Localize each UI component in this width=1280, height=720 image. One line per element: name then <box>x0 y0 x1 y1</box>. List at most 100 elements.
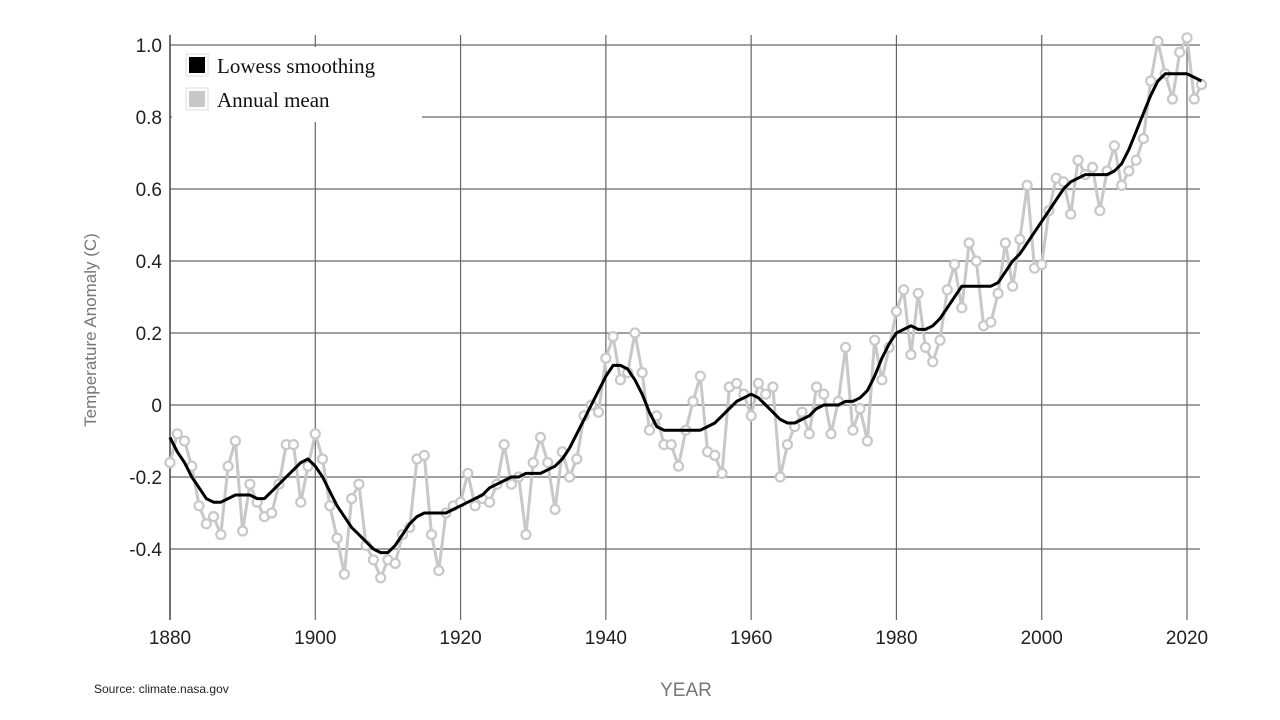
annual-mean-point <box>760 388 772 400</box>
annual-mean-point <box>992 287 1004 299</box>
annual-mean-point <box>839 341 852 353</box>
annual-mean-point <box>433 564 445 577</box>
tick-labels: 1.0 0.8 0.6 0.4 0.2 0 -0.2 -0.4 1880 1900 1920 1940… <box>129 36 1208 649</box>
annual-mean-point <box>563 471 576 483</box>
annual-mean-point <box>774 471 786 483</box>
annual-mean-point <box>1057 176 1070 188</box>
annual-mean-point <box>346 493 358 505</box>
annual-mean-point <box>672 460 685 472</box>
annual-mean-point <box>222 460 234 472</box>
legend-swatch-annual <box>189 91 205 107</box>
annual-mean-point <box>375 572 387 584</box>
annual-mean-point <box>869 334 881 346</box>
annual-mean-point <box>781 439 794 451</box>
annual-mean-point <box>1094 205 1106 217</box>
x-tick-label: 2000 <box>1021 628 1063 649</box>
x-tick-label: 1940 <box>585 628 627 649</box>
annual-mean-point <box>498 439 510 451</box>
annual-mean-point <box>1137 133 1150 145</box>
annual-mean-point <box>534 431 547 443</box>
y-axis-label: Temperature Anomaly (C) <box>81 233 100 427</box>
annual-mean-point <box>665 439 677 451</box>
annual-mean-point <box>367 554 379 566</box>
y-tick-label: -0.4 <box>129 540 162 561</box>
annual-mean-point <box>847 424 859 436</box>
annual-mean-point <box>1086 161 1099 173</box>
annual-mean-point <box>287 439 300 451</box>
annual-mean-point <box>919 341 932 353</box>
annual-mean-point <box>164 457 176 469</box>
annual-mean-point <box>731 377 743 389</box>
annual-mean-point <box>1166 93 1179 105</box>
annual-mean-point <box>948 259 961 271</box>
annual-mean-point <box>309 428 321 440</box>
annual-mean-point <box>854 403 866 415</box>
annual-mean-point <box>1072 154 1084 166</box>
annual-mean-point <box>1174 46 1186 58</box>
x-tick-label: 1880 <box>149 628 191 649</box>
y-tick-label: 0.4 <box>136 252 163 273</box>
annual-mean-point <box>527 457 539 469</box>
annual-mean-point <box>709 449 721 461</box>
annual-mean-point <box>1021 179 1033 191</box>
annual-mean-point <box>520 528 532 541</box>
annual-mean-point <box>1188 93 1200 105</box>
annual-mean-point <box>643 424 656 436</box>
annual-mean-point <box>331 532 343 544</box>
grid <box>169 35 1200 620</box>
x-tick-label: 1900 <box>294 628 336 649</box>
annual-mean-point <box>905 349 917 361</box>
annual-mean-point <box>200 518 212 530</box>
annual-mean-point <box>985 316 997 328</box>
annual-mean-point <box>1036 259 1048 271</box>
annual-mean-point <box>1152 35 1164 48</box>
annual-mean-point <box>1195 78 1208 91</box>
annual-mean-point <box>600 352 612 364</box>
annual-mean-point <box>796 406 808 418</box>
annual-mean-point <box>244 478 256 490</box>
annual-mean-point <box>542 457 554 469</box>
annual-mean-point <box>1181 32 1193 44</box>
x-axis-label: YEAR <box>660 680 712 701</box>
annual-mean-point <box>861 435 873 447</box>
legend: Lowess smoothing Annual mean <box>172 47 422 122</box>
annual-mean-point <box>825 428 837 440</box>
annual-mean-point <box>629 327 641 339</box>
x-tick-label: 1960 <box>730 628 772 649</box>
annual-mean-point <box>1123 165 1135 177</box>
annual-mean-point <box>592 406 605 418</box>
annual-mean-point <box>316 453 329 465</box>
annual-mean-point <box>934 334 946 346</box>
annual-mean-point <box>745 410 757 422</box>
annual-mean-point <box>810 381 823 393</box>
series-lowess <box>168 72 1203 555</box>
annual-mean-point <box>229 435 241 447</box>
legend-swatch-lowess <box>189 57 205 73</box>
annual-mean-point <box>389 557 401 570</box>
annual-mean-point <box>927 356 939 368</box>
annual-mean-point <box>178 435 191 447</box>
annual-mean-point <box>484 496 496 508</box>
y-tick-label: 0 <box>151 396 162 417</box>
annual-mean-point <box>999 237 1011 249</box>
annual-mean-point <box>607 331 619 343</box>
annual-mean-point <box>898 284 910 296</box>
y-tick-label: 1.0 <box>136 36 162 57</box>
lowess-line <box>168 72 1203 555</box>
annual-mean-point <box>1130 154 1142 166</box>
annual-mean-point <box>694 370 706 382</box>
annual-mean-point <box>803 428 815 440</box>
annual-mean-point <box>912 287 924 299</box>
annual-mean-point <box>302 460 314 472</box>
annual-mean-point <box>418 449 430 461</box>
annual-mean-point <box>716 467 728 479</box>
annual-mean-point <box>571 453 583 465</box>
annual-mean-point <box>338 568 350 580</box>
annual-mean-point <box>469 500 481 512</box>
annual-mean-point <box>295 496 307 508</box>
y-tick-label: 0.8 <box>136 108 162 129</box>
annual-mean-point <box>215 528 227 541</box>
annual-mean-point <box>941 284 953 296</box>
annual-mean-point <box>636 367 648 379</box>
annual-mean-point <box>1014 233 1026 245</box>
